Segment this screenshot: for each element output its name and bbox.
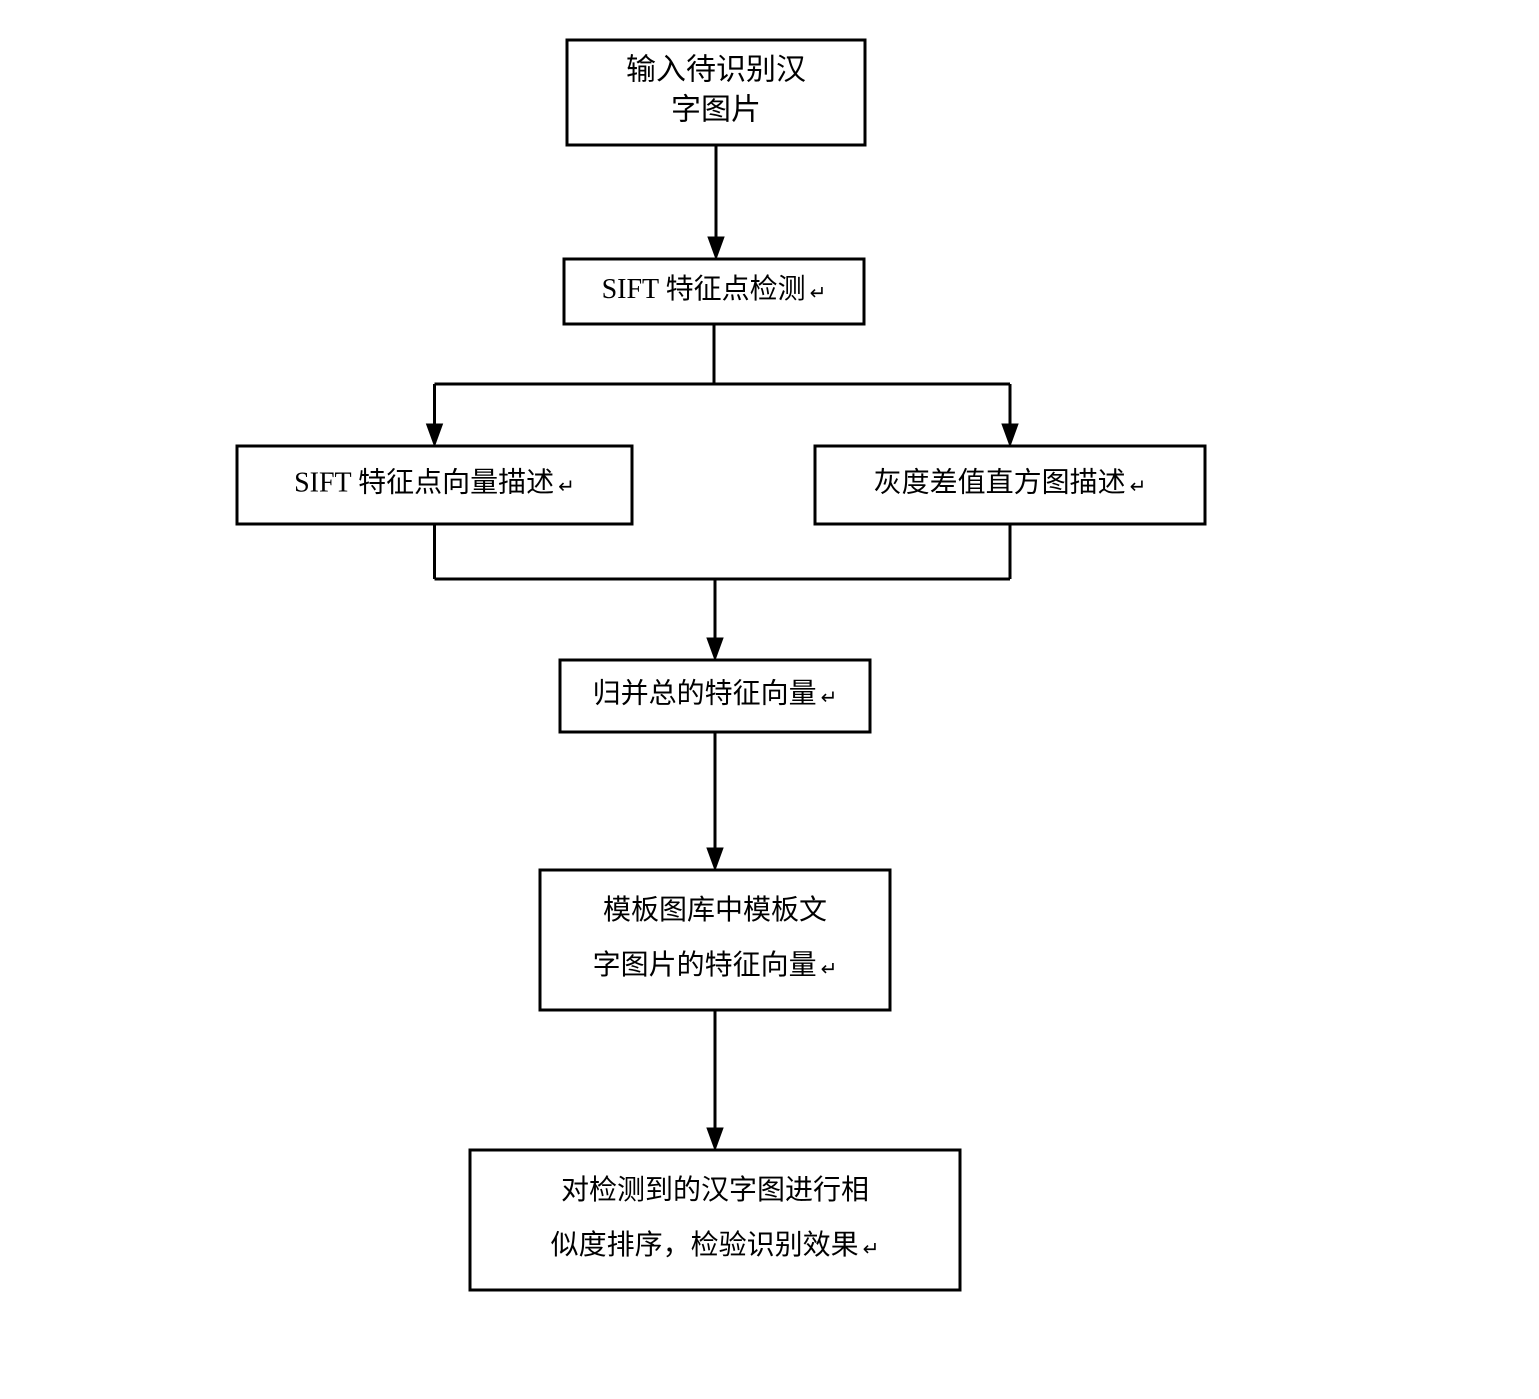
flow-node-n1: 输入待识别汉字图片 [567, 40, 865, 145]
flow-node-n3b: 灰度差值直方图描述↵ [815, 446, 1205, 524]
flow-node-n4: 归并总的特征向量↵ [560, 660, 870, 732]
flow-node-n6: 对检测到的汉字图进行相似度排序，检验识别效果↵ [470, 1150, 960, 1290]
node-text: 输入待识别汉 [626, 53, 806, 86]
node-text: 字图片 [671, 93, 761, 126]
flow-node-n5: 模板图库中模板文字图片的特征向量↵ [540, 870, 890, 1010]
node-text: 字图片的特征向量↵ [593, 949, 838, 981]
node-text: 似度排序，检验识别效果↵ [551, 1229, 880, 1261]
node-text: 归并总的特征向量↵ [593, 677, 838, 709]
node-text: SIFT 特征点向量描述↵ [294, 466, 575, 498]
node-text: 对检测到的汉字图进行相 [561, 1174, 869, 1206]
flowchart-canvas: 输入待识别汉字图片 SIFT 特征点检测↵ SIFT 特征点向量描述↵ 灰度差值直方图… [0, 0, 1539, 1399]
node-text: SIFT 特征点检测↵ [602, 273, 827, 305]
node-text: 灰度差值直方图描述↵ [874, 466, 1147, 498]
flow-node-n3a: SIFT 特征点向量描述↵ [237, 446, 632, 524]
node-text: 模板图库中模板文 [603, 894, 827, 926]
flow-node-n2: SIFT 特征点检测↵ [564, 259, 864, 324]
